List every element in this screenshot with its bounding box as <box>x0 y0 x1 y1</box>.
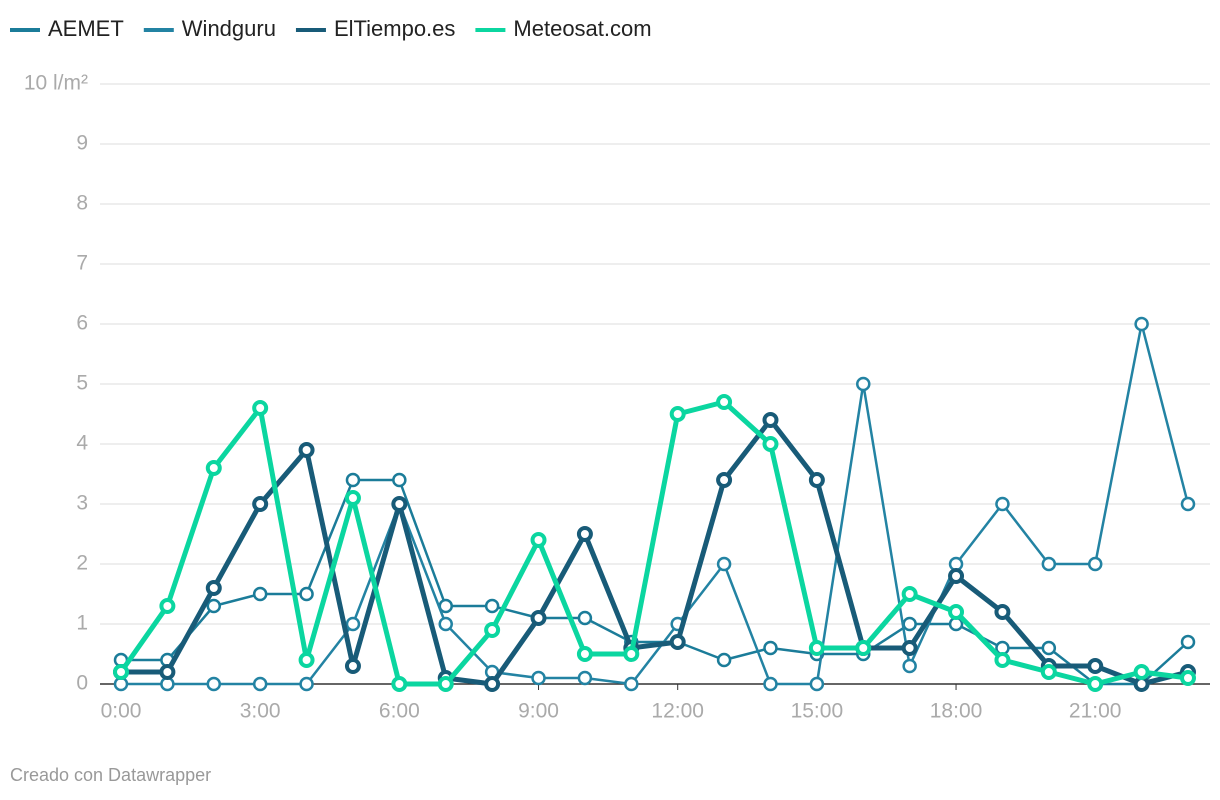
y-tick-label: 7 <box>76 252 88 275</box>
point <box>113 664 129 680</box>
point <box>762 436 779 452</box>
point <box>808 640 825 656</box>
point <box>762 412 779 428</box>
point <box>1041 640 1057 656</box>
y-tick-label: 9 <box>76 132 88 155</box>
point <box>531 670 546 686</box>
point <box>484 598 500 614</box>
point <box>1180 634 1196 650</box>
point <box>205 580 222 596</box>
series-line <box>121 478 1189 686</box>
legend-label: ElTiempo.es <box>334 16 455 41</box>
point <box>438 616 453 632</box>
x-tick-label: 15:00 <box>791 700 844 723</box>
point <box>205 460 222 476</box>
legend-label: Windguru <box>182 16 276 41</box>
point <box>995 496 1010 512</box>
point <box>1087 676 1104 692</box>
point <box>948 568 965 584</box>
y-tick-label: 0 <box>76 672 88 695</box>
point <box>530 532 547 548</box>
point <box>577 610 593 626</box>
series-line <box>121 322 1190 686</box>
x-tick-label: 0:00 <box>101 700 142 723</box>
point <box>484 676 501 692</box>
point <box>623 646 640 662</box>
point <box>344 658 361 674</box>
point <box>1180 496 1196 512</box>
point <box>716 652 732 668</box>
point <box>252 586 268 602</box>
point <box>1087 658 1104 674</box>
point <box>716 556 732 572</box>
y-tick-label: 10 l/m² <box>24 72 88 95</box>
point <box>252 496 269 512</box>
point <box>994 652 1011 668</box>
point <box>901 586 918 602</box>
point <box>344 490 361 506</box>
point <box>763 676 778 692</box>
point <box>1134 316 1149 332</box>
point <box>809 676 825 692</box>
point <box>437 676 454 692</box>
point <box>576 526 593 542</box>
point <box>624 676 639 692</box>
y-tick-label: 3 <box>76 492 88 515</box>
legend-label: Meteosat.com <box>513 16 651 41</box>
point <box>1180 670 1196 686</box>
point <box>855 640 872 656</box>
x-tick-label: 6:00 <box>379 700 420 723</box>
point <box>299 676 314 692</box>
point <box>159 664 176 680</box>
point <box>299 586 314 602</box>
point <box>391 496 408 512</box>
point <box>392 472 407 488</box>
point <box>576 646 593 662</box>
point <box>252 676 268 692</box>
x-tick-label: 3:00 <box>240 700 281 723</box>
point <box>530 610 547 626</box>
point <box>391 676 408 692</box>
point <box>298 442 315 458</box>
point <box>1133 664 1150 680</box>
point <box>1087 556 1103 572</box>
legend-label: AEMET <box>48 16 124 41</box>
point <box>577 670 593 686</box>
point <box>716 394 733 410</box>
x-tick-label: 9:00 <box>518 700 559 723</box>
y-tick-label: 8 <box>76 192 88 215</box>
point <box>669 634 686 650</box>
point <box>298 652 315 668</box>
point <box>902 616 917 632</box>
x-tick-label: 12:00 <box>651 700 704 723</box>
x-tick-label: 21:00 <box>1069 700 1122 723</box>
point <box>206 598 222 614</box>
y-tick-label: 6 <box>76 312 88 335</box>
point <box>252 400 269 416</box>
point <box>159 598 176 614</box>
point <box>484 622 501 638</box>
point <box>345 616 361 632</box>
x-tick-label: 18:00 <box>930 700 983 723</box>
point <box>1041 556 1057 572</box>
point <box>948 604 965 620</box>
point <box>808 472 825 488</box>
series-line <box>121 417 1189 687</box>
footer: Creado con Datawrapper <box>10 765 211 785</box>
point <box>856 376 871 392</box>
point <box>716 472 733 488</box>
point <box>902 658 917 674</box>
point <box>901 640 918 656</box>
point <box>763 640 778 656</box>
y-tick-label: 1 <box>76 612 88 635</box>
point <box>345 472 361 488</box>
point <box>1040 664 1057 680</box>
point <box>206 676 222 692</box>
point <box>669 406 686 422</box>
y-tick-label: 2 <box>76 552 88 575</box>
y-tick-label: 5 <box>76 372 88 395</box>
point <box>994 604 1011 620</box>
y-tick-label: 4 <box>76 432 88 455</box>
